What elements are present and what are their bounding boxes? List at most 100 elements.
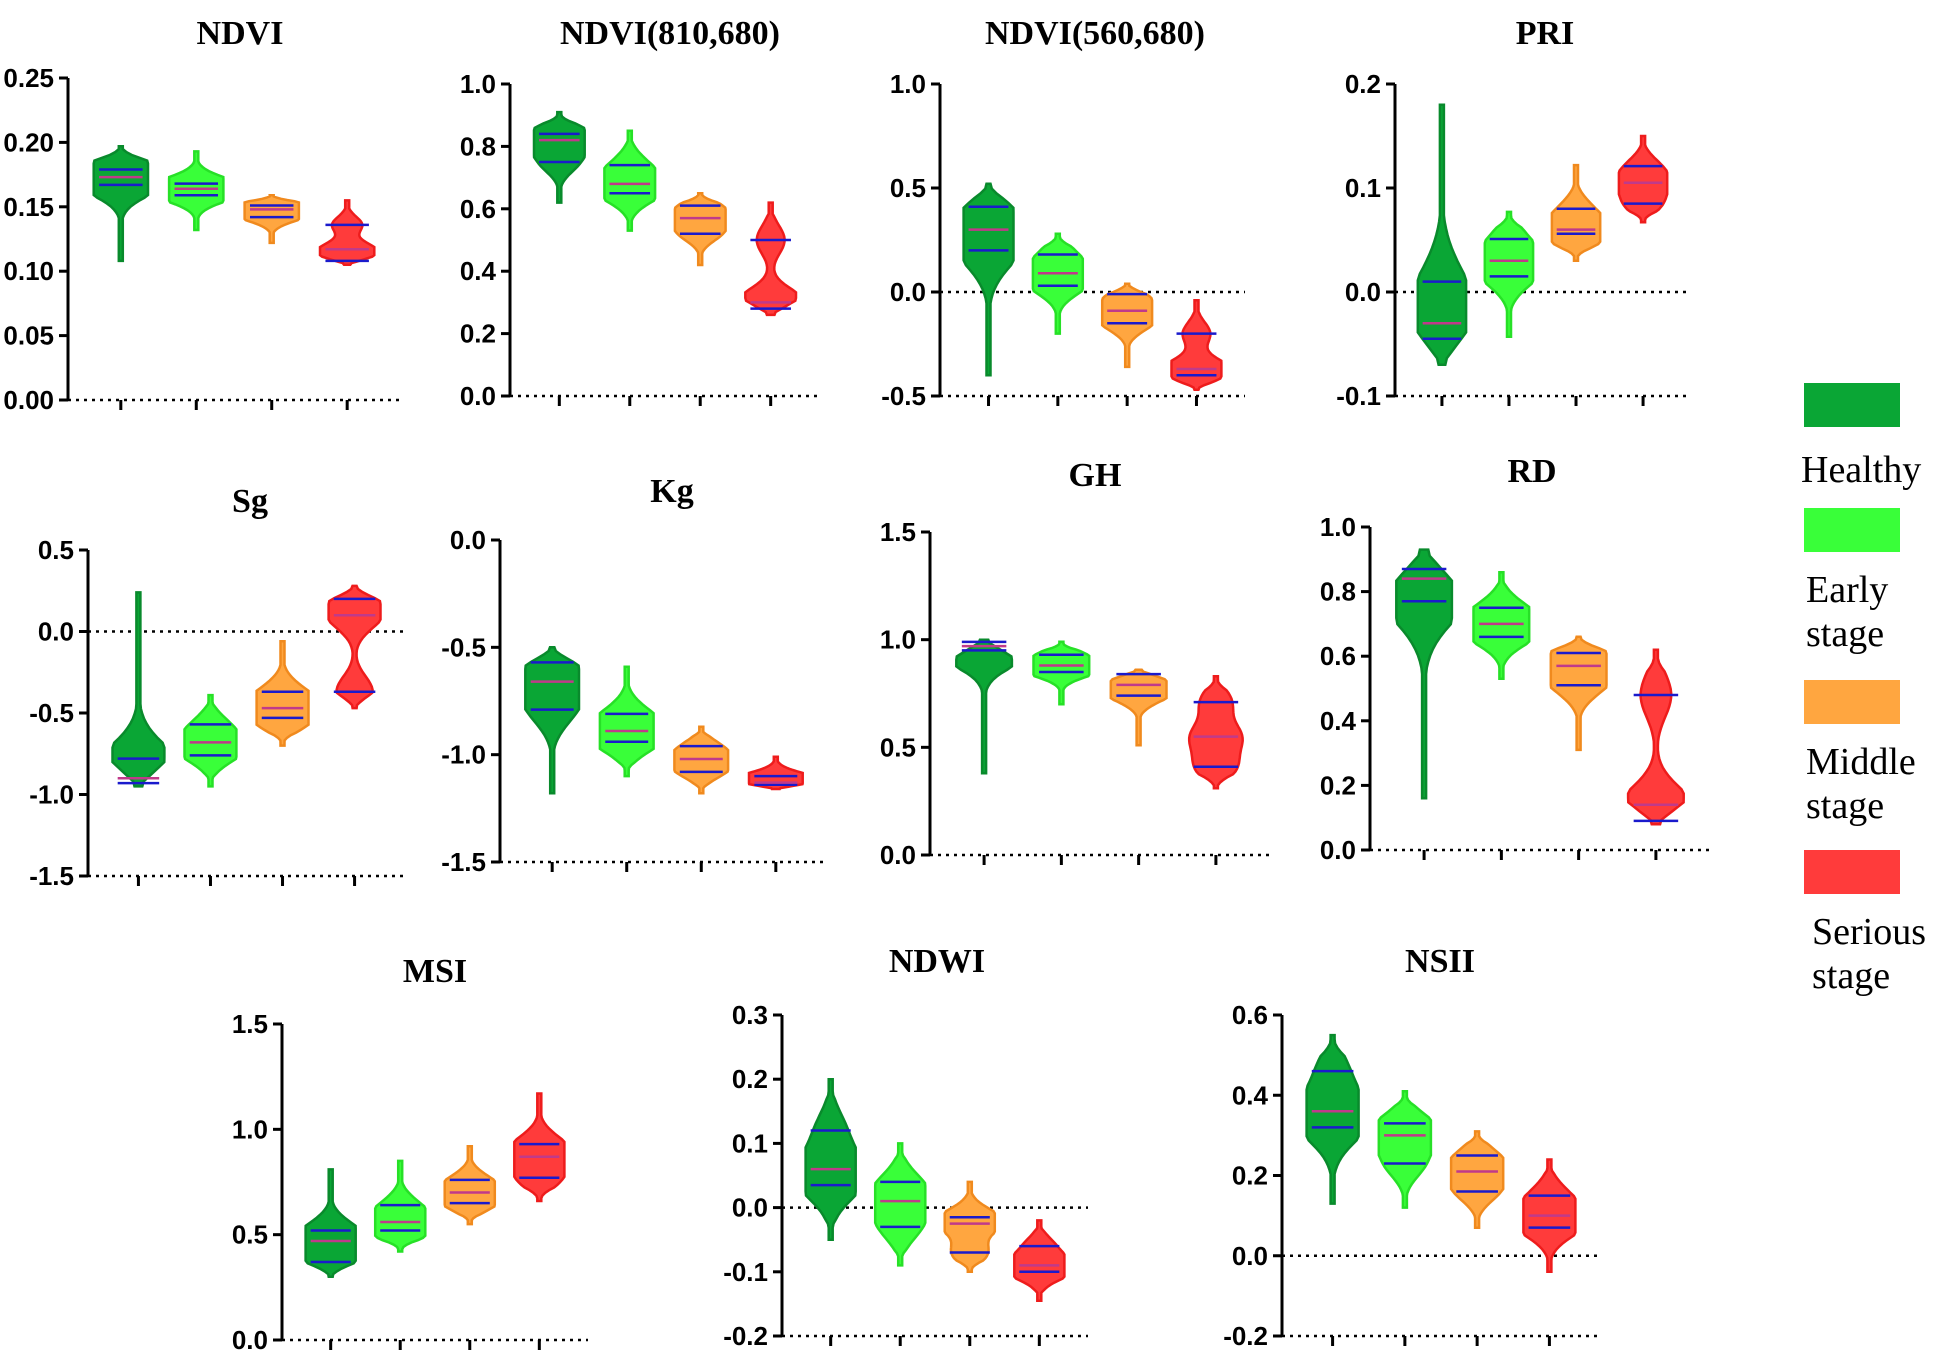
y-tick-label: -0.2: [723, 1321, 768, 1351]
legend-swatch-middle-stage: [1804, 680, 1900, 724]
y-tick-label: 0.2: [460, 319, 496, 349]
violin-middle-stage: [1109, 668, 1168, 747]
y-tick-label: 0.3: [732, 1000, 768, 1030]
violin-early-stage: [873, 1142, 927, 1267]
y-tick-label: 0.4: [1232, 1080, 1269, 1110]
y-tick-label: 0.0: [1345, 277, 1381, 307]
y-tick-label: 1.0: [880, 625, 916, 655]
panel-title-gh: GH: [1069, 457, 1122, 494]
y-tick-label: 1.5: [880, 517, 916, 547]
panel-title-ndwi: NDWI: [889, 943, 985, 980]
violin-serious-stage: [747, 755, 804, 791]
y-tick-label: 0.5: [880, 732, 916, 762]
violin-serious-stage: [744, 201, 798, 317]
y-tick-label: 0.25: [3, 63, 54, 93]
y-tick-label: 0.1: [1345, 173, 1381, 203]
y-tick-label: 1.5: [232, 1009, 268, 1039]
violin-early-stage: [167, 150, 225, 232]
panel-title-nsii: NSII: [1405, 943, 1475, 980]
y-tick-label: 0.5: [38, 535, 74, 565]
legend-swatch-early-stage: [1804, 508, 1900, 552]
panel-title-rd: RD: [1507, 453, 1556, 490]
panel-rd: RD 0.0 0.2 0.4 0.6 0.8 1.0: [1320, 453, 1710, 865]
violin-middle-stage: [1449, 1130, 1505, 1229]
y-tick-label: -0.1: [723, 1257, 768, 1287]
violin-early-stage: [1472, 570, 1531, 681]
y-tick-label: 0.20: [3, 127, 54, 157]
panel-ndvi: NDVI 0.00 0.05 0.10 0.15 0.20 0.25: [3, 15, 400, 415]
violin-healthy: [524, 646, 581, 795]
y-tick-label: 0.15: [3, 192, 54, 222]
panel-title-ndvi-560-680: NDVI(560,680): [985, 15, 1205, 52]
violin-middle-stage: [243, 193, 301, 245]
panel-gh: GH 0.0 0.5 1.0 1.5: [880, 457, 1270, 870]
y-tick-label: 0.2: [1232, 1161, 1268, 1191]
y-tick-label: 0.10: [3, 256, 54, 286]
violin-early-stage: [183, 693, 238, 788]
panel-title-ndvi: NDVI: [197, 15, 284, 52]
legend-label-healthy: Healthy: [1801, 449, 1922, 491]
violin-healthy: [92, 145, 150, 263]
y-tick-label: 0.8: [460, 131, 496, 161]
y-tick-label: 0.0: [1320, 835, 1356, 865]
y-tick-label: -1.5: [441, 847, 486, 877]
y-tick-label: 0.0: [450, 525, 486, 555]
violin-healthy: [1416, 103, 1468, 367]
y-tick-label: 0.2: [1320, 770, 1356, 800]
y-tick-label: 0.0: [232, 1325, 268, 1354]
violin-serious-stage: [513, 1092, 566, 1203]
violin-middle-stage: [255, 640, 310, 747]
y-tick-label: 0.2: [1345, 69, 1381, 99]
violin-healthy: [304, 1168, 357, 1279]
y-tick-label: -0.5: [441, 632, 486, 662]
panel-title-ndvi-810-680: NDVI(810,680): [560, 15, 780, 52]
violin-serious-stage: [1617, 134, 1669, 224]
y-tick-label: 1.0: [1320, 512, 1356, 542]
legend-swatch-healthy: [1804, 383, 1900, 427]
y-tick-label: 0.1: [732, 1128, 768, 1158]
violin-healthy: [1395, 548, 1454, 800]
violin-serious-stage: [327, 584, 382, 710]
y-tick-label: -1.0: [441, 740, 486, 770]
y-tick-label: -1.5: [29, 861, 74, 891]
y-tick-label: 0.05: [3, 321, 54, 351]
violin-healthy: [111, 591, 166, 788]
panel-msi: MSI 0.0 0.5 1.0 1.5: [232, 953, 588, 1354]
panel-ndvi-560-680: NDVI(560,680) -0.5 0.0 0.5 1.0: [881, 15, 1245, 411]
y-tick-label: -0.2: [1223, 1321, 1268, 1351]
y-tick-label: 0.0: [890, 277, 926, 307]
y-tick-label: -1.0: [29, 780, 74, 810]
violin-early-stage: [1377, 1089, 1433, 1209]
violin-middle-stage: [443, 1144, 497, 1226]
violin-early-stage: [598, 665, 655, 778]
legend-swatch-serious-stage: [1804, 850, 1900, 894]
violin-healthy: [532, 110, 586, 204]
violin-healthy: [962, 182, 1015, 377]
y-tick-label: 0.6: [1320, 641, 1356, 671]
y-tick-label: 0.0: [732, 1193, 768, 1223]
violin-middle-stage: [1100, 282, 1154, 369]
y-tick-label: 0.5: [890, 173, 926, 203]
y-tick-label: 0.6: [460, 194, 496, 224]
panel-ndvi-810-680: NDVI(810,680) 0.0 0.2 0.4 0.6 0.8 1.0: [460, 15, 820, 411]
violin-serious-stage: [1187, 675, 1244, 790]
panel-ndwi: NDWI -0.2 -0.1 0.0 0.1 0.2 0.3: [723, 943, 1088, 1351]
y-tick-label: 0.8: [1320, 577, 1356, 607]
y-tick-label: 0.0: [38, 617, 74, 647]
violin-healthy: [804, 1077, 857, 1241]
legend-label-middle-stage: Middle stage: [1806, 741, 1916, 827]
panel-title-pri: PRI: [1516, 15, 1575, 52]
y-tick-label: 0.2: [732, 1064, 768, 1094]
violin-early-stage: [1483, 210, 1535, 338]
y-tick-label: -0.5: [881, 381, 926, 411]
y-tick-label: 0.6: [1232, 1000, 1268, 1030]
violin-middle-stage: [673, 191, 727, 267]
y-tick-label: 0.00: [3, 385, 54, 415]
violin-middle-stage: [1550, 163, 1602, 263]
y-tick-label: -0.5: [29, 698, 74, 728]
y-tick-label: 0.0: [880, 840, 916, 870]
violin-serious-stage: [1170, 299, 1223, 392]
panel-nsii: NSII -0.2 0.0 0.2 0.4 0.6: [1223, 943, 1600, 1351]
y-tick-label: 0.4: [1320, 706, 1357, 736]
